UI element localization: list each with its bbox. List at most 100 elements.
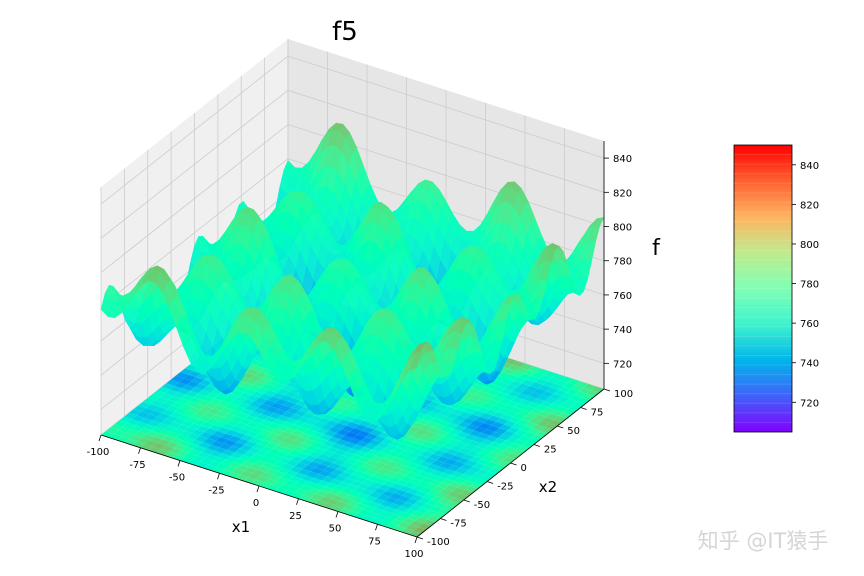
floor-cell <box>378 458 391 465</box>
floor-cell <box>187 407 200 414</box>
floor-cell <box>165 389 178 396</box>
floor-cell <box>182 384 195 391</box>
floor-cell <box>552 399 565 407</box>
floor-cell <box>275 399 288 406</box>
floor-cell <box>396 505 409 512</box>
floor-cell <box>510 433 523 440</box>
floor-cell <box>198 389 211 396</box>
back-gridline-z <box>287 55 605 159</box>
left-gridline-z <box>100 124 289 273</box>
floor-cell <box>462 417 476 425</box>
floor-cell <box>224 403 238 410</box>
floor-cell <box>520 415 534 423</box>
floor-cell <box>289 440 303 447</box>
floor-cell <box>367 449 380 456</box>
floor-cell <box>556 396 570 403</box>
floor-cell <box>255 361 269 368</box>
floor-cell <box>173 418 186 425</box>
floor-cell <box>486 425 500 432</box>
floor-cell <box>347 500 360 507</box>
floor-cell <box>494 401 507 409</box>
floor-cell <box>412 510 425 518</box>
floor-cell <box>188 397 202 404</box>
floor-cell <box>198 442 212 449</box>
floor-cell <box>470 394 483 401</box>
floor-cell <box>152 390 165 397</box>
floor-cell <box>285 470 299 477</box>
floor-cell <box>483 419 496 426</box>
floor-cell <box>417 444 431 452</box>
floor-cell <box>265 406 279 413</box>
floor-cell <box>446 475 459 482</box>
floor-cell <box>544 397 557 404</box>
floor-cell <box>329 479 343 486</box>
floor-cell <box>338 445 352 452</box>
floor-cell <box>491 421 504 429</box>
floor-cell <box>427 401 441 408</box>
floor-cell <box>433 502 447 509</box>
floor-cell <box>350 506 364 513</box>
floor-cell <box>167 431 180 439</box>
floor-cell <box>464 434 478 441</box>
floor-cell <box>390 519 403 526</box>
floor-cell <box>323 492 337 499</box>
floor-cell <box>269 438 283 446</box>
floor-cell <box>255 423 268 430</box>
floor-cell <box>472 462 486 469</box>
floor-cell <box>428 453 442 460</box>
floor-cell <box>437 420 451 427</box>
floor-cell <box>517 409 531 416</box>
y-tick-label: -50 <box>474 500 490 511</box>
floor-cell <box>527 428 540 435</box>
floor-cell <box>371 508 384 515</box>
floor-cell <box>447 438 460 446</box>
x-tick-label: 50 <box>329 524 342 535</box>
floor-cell <box>276 477 289 484</box>
floor-cell <box>336 491 349 498</box>
floor-cell <box>354 476 368 484</box>
floor-cell <box>482 455 495 462</box>
y-tick-mark <box>463 499 470 503</box>
floor-cell <box>279 395 293 402</box>
floor-cell <box>191 377 205 384</box>
z-tick-label: 740 <box>613 325 632 336</box>
floor-cell <box>288 450 302 457</box>
floor-cell <box>404 446 418 453</box>
floor-cell <box>339 471 352 478</box>
floor-cell <box>514 403 528 410</box>
floor-cell <box>452 487 466 494</box>
floor-cell <box>364 469 377 476</box>
z-tick-label: 760 <box>613 291 632 302</box>
floor-cell <box>200 432 213 439</box>
floor-cell <box>335 465 349 472</box>
floor-cell <box>239 444 253 452</box>
floor-cell <box>174 408 188 415</box>
floor-cell <box>268 386 282 393</box>
floor-cell <box>187 433 201 440</box>
floor-cell <box>287 486 300 493</box>
floor-cell <box>463 444 476 451</box>
floor-cell <box>394 463 407 470</box>
floor-cell <box>127 419 141 426</box>
floor-cell <box>373 488 387 495</box>
floor-cell <box>365 459 379 466</box>
floor-cell <box>355 502 368 510</box>
floor-cell <box>496 382 510 389</box>
floor-cell <box>380 500 393 507</box>
floor-cell <box>536 394 550 401</box>
floor-cell <box>224 465 237 473</box>
floor-cell <box>310 415 323 422</box>
floor-cell <box>209 450 223 458</box>
floor-cell <box>223 413 237 420</box>
floor-cell <box>249 437 262 444</box>
floor-cell <box>353 486 367 493</box>
floor-cell <box>228 436 242 443</box>
floor-cell <box>237 428 251 435</box>
floor-cell <box>439 410 452 417</box>
floor-cell <box>230 452 243 459</box>
floor-cell <box>483 445 497 452</box>
floor-cell <box>289 414 303 421</box>
z-tick-label: 780 <box>613 257 632 268</box>
floor-cell <box>258 430 271 437</box>
floor-cell <box>511 397 524 404</box>
